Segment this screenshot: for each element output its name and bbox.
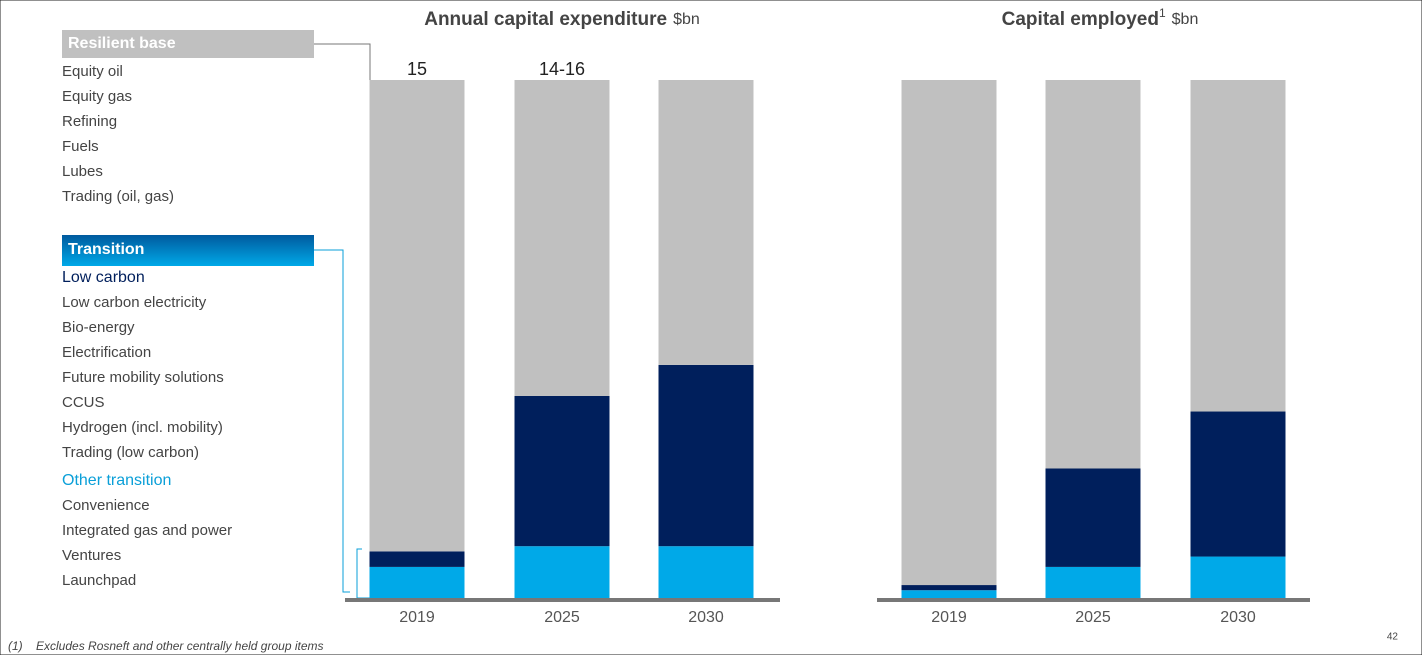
footnote: Excludes Rosneft and other centrally hel… xyxy=(36,639,324,653)
bar-segment xyxy=(514,80,610,396)
legend-item: Equity gas xyxy=(62,88,132,105)
bar-segment xyxy=(901,585,997,591)
charts: Annual capital expenditure $bn 2019 15 2025 1… xyxy=(345,6,1310,626)
bar-segment xyxy=(658,80,754,365)
x-tick-label: 2019 xyxy=(399,609,435,626)
bar-segment xyxy=(369,566,465,598)
x-tick-label: 2030 xyxy=(1220,609,1256,626)
legend-item: Convenience xyxy=(62,497,150,514)
legend-item: Trading (low carbon) xyxy=(62,444,199,461)
legend-header-box xyxy=(62,30,314,58)
x-tick-label: 2030 xyxy=(688,609,724,626)
bar-segment xyxy=(901,590,997,598)
chart-title: Capital employed1 $bn xyxy=(1002,6,1199,30)
chart-title: Annual capital expenditure $bn xyxy=(424,9,700,30)
legend-item: Ventures xyxy=(62,547,121,564)
legend-header: Resilient base xyxy=(68,35,176,52)
x-tick-label: 2019 xyxy=(931,609,967,626)
legend-subheader: Other transition xyxy=(62,472,171,489)
bar-segment xyxy=(901,80,997,586)
bar-segment xyxy=(1045,468,1141,567)
legend-item: Integrated gas and power xyxy=(62,522,232,539)
legend-item: Refining xyxy=(62,113,117,130)
legend-item: Hydrogen (incl. mobility) xyxy=(62,419,223,436)
bar-segment xyxy=(1190,80,1286,412)
bar-segment xyxy=(514,395,610,547)
bar-segment xyxy=(369,551,465,567)
legend-item: Equity oil xyxy=(62,63,123,80)
title-note: 1 xyxy=(1159,6,1166,20)
footnote-marker: (1) xyxy=(8,639,23,653)
total-label: 15 xyxy=(407,59,427,79)
x-tick-label: 2025 xyxy=(544,609,580,626)
bar-segment xyxy=(1190,556,1286,598)
legend-item: Low carbon electricity xyxy=(62,294,207,311)
legend-item: Lubes xyxy=(62,163,103,180)
legend-item: Launchpad xyxy=(62,572,136,589)
bar-segment xyxy=(658,364,754,547)
bar-segment xyxy=(514,546,610,598)
legend-item: Bio-energy xyxy=(62,319,135,336)
bar-segment xyxy=(1045,80,1141,469)
legend-item: CCUS xyxy=(62,394,105,411)
total-label: 14-16 xyxy=(539,59,585,79)
chart-title-text: Capital employed xyxy=(1002,9,1159,30)
chart-unit: $bn xyxy=(673,11,700,28)
chart-unit: $bn xyxy=(1172,11,1199,28)
bar-segment xyxy=(1045,566,1141,598)
legend-subheader: Low carbon xyxy=(62,269,145,286)
x-tick-label: 2025 xyxy=(1075,609,1111,626)
bar-segment xyxy=(658,546,754,598)
legend-item: Fuels xyxy=(62,138,99,155)
connector xyxy=(314,249,350,593)
chart-title-text: Annual capital expenditure xyxy=(424,9,667,30)
legend-header-box xyxy=(62,235,314,266)
legend-item: Future mobility solutions xyxy=(62,369,224,386)
legend: Resilient base Equity oil Equity gas Refini… xyxy=(62,30,314,589)
bar-segment xyxy=(369,80,465,552)
legend-header: Transition xyxy=(68,241,144,258)
legend-item: Trading (oil, gas) xyxy=(62,188,174,205)
legend-item: Electrification xyxy=(62,344,151,361)
page-number: 42 xyxy=(1387,632,1399,643)
bar-segment xyxy=(1190,411,1286,557)
